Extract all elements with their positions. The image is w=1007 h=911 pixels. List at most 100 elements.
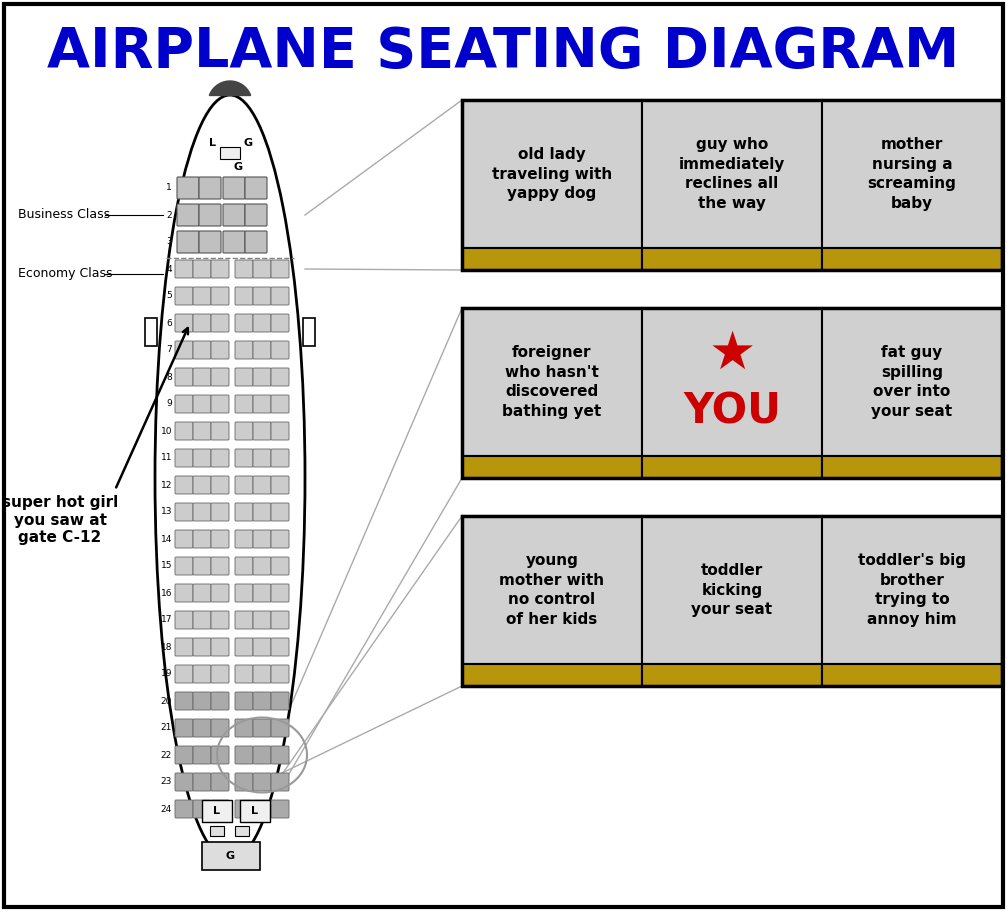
Text: old lady
traveling with
yappy dog: old lady traveling with yappy dog (491, 147, 612, 201)
FancyBboxPatch shape (253, 314, 271, 332)
FancyBboxPatch shape (223, 231, 245, 253)
FancyBboxPatch shape (235, 584, 253, 602)
FancyBboxPatch shape (235, 287, 253, 305)
FancyBboxPatch shape (211, 287, 229, 305)
FancyBboxPatch shape (235, 719, 253, 737)
FancyBboxPatch shape (253, 503, 271, 521)
FancyBboxPatch shape (223, 204, 245, 226)
FancyBboxPatch shape (253, 422, 271, 440)
Text: 24: 24 (161, 804, 172, 814)
FancyBboxPatch shape (211, 530, 229, 548)
FancyBboxPatch shape (271, 665, 289, 683)
Text: 15: 15 (160, 561, 172, 570)
Text: L: L (213, 806, 221, 816)
FancyBboxPatch shape (245, 204, 267, 226)
FancyBboxPatch shape (271, 503, 289, 521)
Bar (462, 516, 1002, 686)
FancyBboxPatch shape (211, 638, 229, 656)
FancyBboxPatch shape (193, 665, 211, 683)
FancyBboxPatch shape (193, 530, 211, 548)
FancyBboxPatch shape (193, 638, 211, 656)
Text: L: L (252, 806, 259, 816)
FancyBboxPatch shape (193, 341, 211, 359)
FancyBboxPatch shape (245, 177, 267, 199)
FancyBboxPatch shape (175, 422, 193, 440)
Text: 19: 19 (160, 670, 172, 679)
Text: 4: 4 (166, 264, 172, 273)
FancyBboxPatch shape (211, 665, 229, 683)
FancyBboxPatch shape (253, 665, 271, 683)
FancyBboxPatch shape (235, 314, 253, 332)
FancyBboxPatch shape (235, 341, 253, 359)
FancyBboxPatch shape (211, 692, 229, 710)
FancyBboxPatch shape (177, 204, 199, 226)
Bar (145, 318, 157, 346)
FancyBboxPatch shape (271, 341, 289, 359)
Text: AIRPLANE SEATING DIAGRAM: AIRPLANE SEATING DIAGRAM (47, 25, 960, 79)
FancyBboxPatch shape (175, 665, 193, 683)
Text: 6: 6 (166, 319, 172, 327)
Polygon shape (209, 81, 251, 96)
Text: 8: 8 (166, 373, 172, 382)
FancyBboxPatch shape (199, 177, 221, 199)
Bar (240, 800, 270, 822)
FancyBboxPatch shape (193, 692, 211, 710)
Text: toddler
kicking
your seat: toddler kicking your seat (692, 563, 772, 618)
FancyBboxPatch shape (193, 395, 211, 413)
Bar (822, 100, 1002, 248)
FancyBboxPatch shape (211, 476, 229, 494)
Bar (822, 664, 1002, 686)
FancyBboxPatch shape (271, 638, 289, 656)
Text: foreigner
who hasn't
discovered
bathing yet: foreigner who hasn't discovered bathing … (502, 344, 601, 419)
FancyBboxPatch shape (271, 611, 289, 629)
FancyBboxPatch shape (211, 503, 229, 521)
Bar (462, 100, 642, 248)
Text: 17: 17 (160, 616, 172, 625)
FancyBboxPatch shape (175, 395, 193, 413)
FancyBboxPatch shape (193, 584, 211, 602)
FancyBboxPatch shape (223, 177, 245, 199)
Bar (822, 248, 1002, 270)
FancyBboxPatch shape (193, 611, 211, 629)
FancyBboxPatch shape (211, 719, 229, 737)
Text: 13: 13 (160, 507, 172, 517)
Bar (462, 664, 642, 686)
Bar (642, 664, 822, 686)
FancyBboxPatch shape (235, 530, 253, 548)
Bar (202, 842, 260, 870)
FancyBboxPatch shape (235, 692, 253, 710)
FancyBboxPatch shape (175, 773, 193, 791)
Text: 21: 21 (161, 723, 172, 732)
FancyBboxPatch shape (175, 449, 193, 467)
Bar (462, 456, 642, 478)
FancyBboxPatch shape (193, 800, 211, 818)
FancyBboxPatch shape (271, 800, 289, 818)
FancyBboxPatch shape (175, 476, 193, 494)
FancyBboxPatch shape (253, 800, 271, 818)
FancyBboxPatch shape (253, 395, 271, 413)
Text: 9: 9 (166, 400, 172, 408)
FancyBboxPatch shape (235, 557, 253, 575)
FancyBboxPatch shape (253, 287, 271, 305)
FancyBboxPatch shape (211, 773, 229, 791)
FancyBboxPatch shape (177, 177, 199, 199)
FancyBboxPatch shape (271, 530, 289, 548)
Text: 10: 10 (160, 426, 172, 435)
FancyBboxPatch shape (245, 231, 267, 253)
Text: 5: 5 (166, 292, 172, 301)
FancyBboxPatch shape (193, 422, 211, 440)
FancyBboxPatch shape (193, 773, 211, 791)
Text: G: G (226, 851, 235, 861)
FancyBboxPatch shape (253, 341, 271, 359)
Bar (462, 516, 642, 664)
FancyBboxPatch shape (235, 503, 253, 521)
FancyBboxPatch shape (211, 395, 229, 413)
FancyBboxPatch shape (211, 557, 229, 575)
FancyBboxPatch shape (235, 368, 253, 386)
FancyBboxPatch shape (253, 530, 271, 548)
Bar (642, 308, 822, 456)
FancyBboxPatch shape (235, 422, 253, 440)
Text: G: G (244, 138, 253, 148)
FancyBboxPatch shape (211, 422, 229, 440)
Bar (642, 100, 822, 248)
